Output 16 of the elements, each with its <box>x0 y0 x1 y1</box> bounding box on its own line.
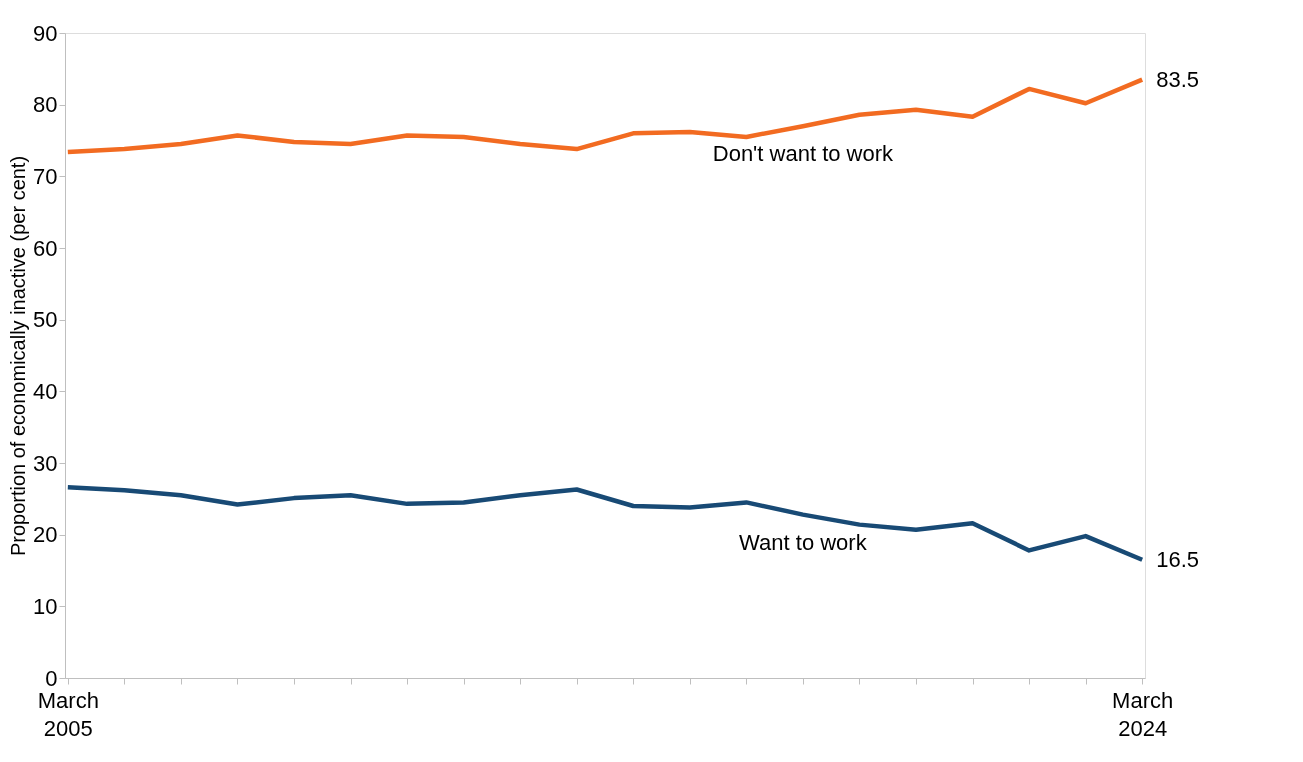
x-tick-label: March 2024 <box>1112 687 1174 741</box>
y-tick-label: 90 <box>33 20 58 46</box>
series-label: Want to work <box>739 529 868 555</box>
y-tick-label: 70 <box>33 163 58 189</box>
y-tick-label: 60 <box>33 235 58 261</box>
y-tick-label: 10 <box>33 593 58 619</box>
series-label: Don't want to work <box>712 141 895 167</box>
data-label: 83.5 <box>1156 66 1199 92</box>
y-tick-label: 80 <box>33 92 58 118</box>
y-axis-title: Proportion of economically inactive (per cent) <box>7 155 30 557</box>
y-tick-label: 50 <box>33 307 58 333</box>
data-label: 16.5 <box>1156 546 1199 572</box>
line-series <box>65 485 1145 562</box>
y-tick-label: 30 <box>33 450 58 476</box>
y-tick-label: 40 <box>33 378 58 404</box>
y-tick-label: 20 <box>33 522 58 548</box>
